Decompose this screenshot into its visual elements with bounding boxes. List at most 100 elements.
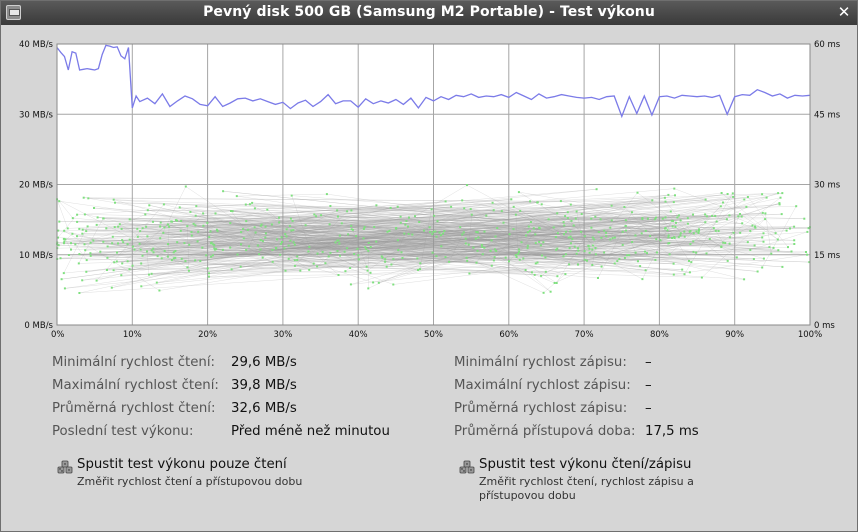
access-time-point [166,255,169,258]
access-time-point [281,241,283,243]
access-time-point [70,248,72,251]
access-time-point [472,246,475,249]
access-time-point [538,240,541,243]
access-time-point [522,257,525,260]
access-time-point [688,271,691,274]
y-left-tick-label: 30 MB/s [19,110,54,120]
access-time-point [112,198,115,201]
access-time-point [168,225,171,228]
access-time-point [605,231,608,234]
access-time-point [418,221,421,223]
access-time-point [534,242,537,245]
access-time-point [572,224,575,227]
access-time-point [180,220,183,222]
benchmark-chart-svg: 40 MB/s 30 MB/s 20 MB/s 10 MB/s 0 MB/s 60 ms 4… [19,40,841,340]
access-time-point [208,236,211,239]
access-time-point [753,244,756,247]
access-time-point [179,229,182,232]
access-time-point [562,221,565,224]
access-time-point [202,224,205,227]
access-time-point [148,273,150,276]
access-time-point [397,249,400,252]
access-time-point [126,243,129,246]
access-time-point [293,259,296,262]
read-write-benchmark-button[interactable]: Spustit test výkonu čtení/zápisu Změřit … [459,457,789,507]
access-time-point [772,246,775,249]
access-time-point [668,242,671,245]
stat-max-read: Maximální rychlost čtení: [52,376,219,396]
x-tick-label: 70% [575,330,594,340]
access-time-point [599,218,602,221]
access-time-point [524,269,527,271]
access-time-point [655,216,657,219]
access-time-point [367,249,370,252]
y-right-tick-label: 60 ms [814,40,841,50]
app-icon[interactable] [6,5,21,20]
access-time-point [377,281,380,284]
access-time-point [534,233,537,236]
access-time-point [81,279,84,282]
access-time-point [651,199,654,202]
access-time-point [336,239,339,242]
access-time-point [731,192,734,195]
access-time-point [113,261,116,264]
access-time-point [187,269,190,272]
access-time-point [728,242,731,245]
access-time-point [290,229,293,232]
access-time-point [781,192,784,195]
access-time-point [392,258,395,261]
access-time-point [547,218,550,221]
access-time-point [117,225,120,228]
access-time-point [57,236,59,239]
access-time-point [636,191,639,194]
access-time-point [610,204,613,207]
access-time-point [600,265,603,268]
access-time-point [504,256,507,259]
x-tick-label: 90% [725,330,744,340]
access-time-point [284,269,287,272]
access-time-point [285,228,288,231]
access-time-point [530,271,533,274]
access-time-point [611,237,614,240]
access-time-point [806,230,809,233]
access-time-point [284,233,287,236]
stat-label: Maximální rychlost zápisu: [454,378,631,393]
x-tick-label: 10% [123,330,142,340]
access-time-point [392,283,395,286]
access-time-point [307,250,310,253]
access-time-point [698,228,700,231]
access-time-point [430,208,433,211]
access-time-point [152,247,155,250]
access-time-point [751,224,754,227]
access-time-point [679,219,682,222]
close-icon[interactable]: ✕ [837,3,851,21]
access-time-point [152,251,155,254]
access-time-point [580,230,583,233]
title-bar[interactable]: Pevný disk 500 GB (Samsung M2 Portable) … [1,1,857,25]
access-time-point [190,231,193,233]
access-time-point [163,226,166,229]
read-only-benchmark-button[interactable]: Spustit test výkonu pouze čtení Změřit r… [57,457,387,497]
access-time-point [264,225,267,228]
access-time-point [671,225,674,228]
access-time-point [668,253,671,256]
access-time-point [634,234,637,237]
action-subtitle-line: Změřit rychlost čtení a přístupovou dobu [77,475,303,488]
access-time-point [82,196,85,199]
access-time-point [621,230,624,233]
access-time-point [679,232,682,235]
access-time-point [654,258,657,261]
access-time-point [110,286,113,289]
access-time-point [248,203,251,206]
access-time-point [477,236,480,239]
x-tick-label: 60% [499,330,518,340]
access-time-point [320,214,323,217]
access-time-point [536,261,539,264]
access-time-point [261,240,264,243]
access-time-point [725,218,728,221]
access-time-point [540,203,543,206]
access-time-point [339,254,341,257]
access-time-point [214,212,217,215]
access-time-point [762,257,765,260]
access-time-point [778,202,781,205]
